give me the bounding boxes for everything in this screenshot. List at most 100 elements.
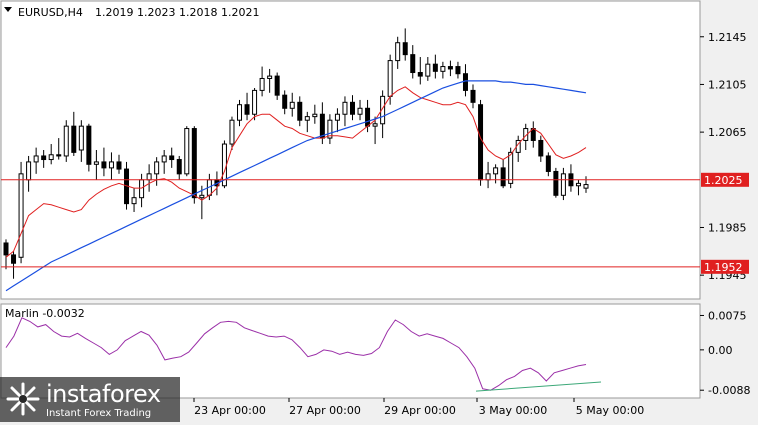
candle bbox=[327, 114, 333, 145]
candle-body bbox=[538, 139, 544, 157]
candle-body bbox=[41, 155, 47, 161]
time-axis-tick-label-3: 3 May 00:00 bbox=[479, 404, 547, 417]
candle bbox=[500, 159, 506, 189]
candle bbox=[523, 123, 529, 150]
candle-body bbox=[357, 107, 363, 115]
candle-body bbox=[508, 151, 514, 184]
time-axis-tick-label-2: 29 Apr 00:00 bbox=[384, 404, 456, 417]
candle bbox=[259, 66, 265, 97]
candle-body bbox=[237, 104, 243, 121]
candle-body bbox=[493, 167, 499, 175]
candle bbox=[432, 54, 438, 79]
candle bbox=[229, 116, 235, 150]
candle-body bbox=[304, 116, 310, 121]
candle-body bbox=[372, 123, 378, 127]
candle bbox=[169, 147, 175, 168]
candle bbox=[447, 60, 453, 77]
candle-body bbox=[267, 75, 273, 79]
horizontal-level-price-tag-0 bbox=[701, 172, 749, 187]
candle bbox=[312, 104, 318, 124]
candle-body bbox=[440, 66, 446, 72]
candle-body bbox=[417, 72, 423, 77]
candle bbox=[357, 99, 363, 121]
price-axis-tick-label-3: 1.1985 bbox=[708, 221, 747, 234]
horizontal-level-label-1: 1.1952 bbox=[704, 261, 743, 274]
candle bbox=[131, 188, 137, 212]
candle bbox=[244, 92, 250, 121]
candle-body bbox=[334, 113, 340, 121]
candle bbox=[11, 251, 17, 279]
candle-body bbox=[327, 119, 333, 139]
candle-body bbox=[63, 125, 69, 157]
candle-body bbox=[86, 125, 92, 165]
candle bbox=[86, 123, 92, 172]
indicator-axis-tick-label-1: 0.00 bbox=[708, 344, 733, 357]
candle-body bbox=[462, 73, 468, 91]
price-axis-tick-label-2: 1.2065 bbox=[708, 126, 747, 139]
candle-body bbox=[154, 161, 160, 175]
candle bbox=[538, 135, 544, 162]
candle-body bbox=[48, 154, 54, 161]
candle-body bbox=[500, 167, 506, 187]
candle-body bbox=[425, 63, 431, 77]
candle bbox=[575, 179, 581, 196]
candle-body bbox=[33, 155, 39, 163]
indicator-axis-tick-label-0: 0.0075 bbox=[708, 309, 747, 322]
candle-body bbox=[575, 182, 581, 187]
time-axis-tick-label-0: 23 Apr 00:00 bbox=[194, 404, 266, 417]
candle bbox=[440, 61, 446, 79]
candle bbox=[63, 120, 69, 162]
watermark-logo: instaforex Instant Forex Trading bbox=[0, 377, 180, 422]
candle-body bbox=[252, 89, 258, 115]
candle bbox=[108, 152, 114, 180]
candle bbox=[334, 108, 340, 133]
candle bbox=[199, 185, 205, 220]
candle-body bbox=[545, 155, 551, 172]
candle-body bbox=[583, 184, 589, 189]
candle bbox=[237, 99, 243, 127]
price-axis-tick-label-0: 1.2145 bbox=[708, 31, 747, 44]
time-axis-tick-label-4: 5 May 00:00 bbox=[576, 404, 644, 417]
candle-body bbox=[139, 179, 145, 199]
candle-body bbox=[108, 161, 114, 169]
candle bbox=[402, 28, 408, 61]
candle bbox=[33, 147, 39, 174]
candle bbox=[101, 147, 107, 177]
candle bbox=[545, 152, 551, 177]
candle-body bbox=[101, 161, 107, 169]
indicator-title: Marlin -0.0032 bbox=[5, 307, 85, 320]
candle bbox=[116, 154, 122, 174]
candle-body bbox=[56, 154, 62, 157]
candle-body bbox=[161, 155, 167, 163]
candle-body bbox=[523, 128, 529, 141]
header-ohlc-values: 1.2019 1.2023 1.2018 1.2021 bbox=[95, 6, 259, 19]
moving-average-red-line bbox=[5, 86, 587, 258]
triangle-down-icon bbox=[4, 7, 12, 12]
horizontal-level-label-0: 1.2025 bbox=[704, 174, 743, 187]
candle-body bbox=[3, 242, 9, 256]
indicator-trend-line bbox=[475, 381, 602, 392]
candle bbox=[478, 99, 484, 186]
candle bbox=[289, 92, 295, 117]
candle bbox=[417, 57, 423, 85]
candle-body bbox=[447, 66, 453, 70]
candle bbox=[78, 120, 84, 162]
price-axis-tick-label-1: 1.2105 bbox=[708, 78, 747, 91]
candle-body bbox=[553, 170, 559, 196]
candle-body bbox=[289, 101, 295, 109]
main-plot-frame bbox=[0, 0, 701, 300]
candle-body bbox=[169, 155, 175, 161]
candle-body bbox=[478, 104, 484, 181]
candle-body bbox=[282, 94, 288, 109]
candle bbox=[41, 150, 47, 168]
candle bbox=[560, 167, 566, 201]
candle bbox=[553, 167, 559, 198]
candle-body bbox=[365, 107, 371, 127]
logo-subtitle: Instant Forex Trading bbox=[46, 408, 152, 419]
candle-body bbox=[26, 161, 32, 181]
candle-body bbox=[387, 60, 393, 97]
candle bbox=[410, 45, 416, 79]
candle bbox=[48, 144, 54, 165]
